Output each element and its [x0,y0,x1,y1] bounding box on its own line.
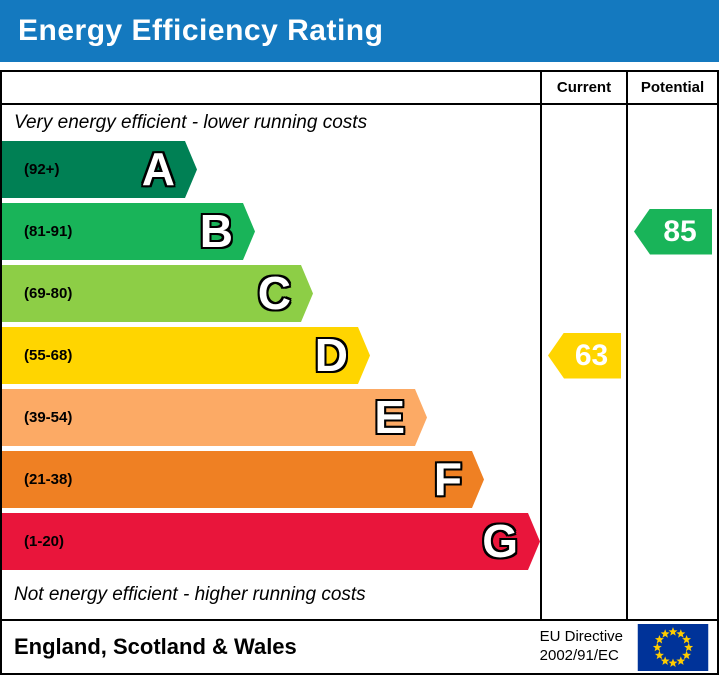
band-range-label: (21-38) [24,471,73,488]
band-letter: E [374,391,405,443]
potential-column: 85 [626,105,717,619]
band-bar-d: (55-68) D [2,327,370,384]
band-bar-a: (92+) A [2,141,197,198]
eu-flag-icon [637,623,709,671]
column-header-row: Current Potential [2,72,717,105]
band-bar-b: (81-91) B [2,203,255,260]
band-row-a: (92+) A [2,141,540,198]
top-note: Very energy efficient - lower running co… [14,112,368,133]
eu-directive-line1: EU Directive [539,628,623,646]
potential-rating-arrow: 85 [634,208,712,255]
footer: England, Scotland & Wales EU Directive 2… [2,619,717,673]
band-row-f: (21-38) F [2,451,540,508]
page-title: Energy Efficiency Rating [18,14,384,47]
band-row-b: (81-91) B [2,203,540,260]
column-header-potential: Potential [626,72,717,103]
band-row-d: (55-68) D [2,327,540,384]
band-letter: F [433,453,462,505]
band-row-c: (69-80) C [2,265,540,322]
band-range-label: (1-20) [24,533,65,550]
band-letter: D [314,329,348,381]
band-range-label: (55-68) [24,347,73,364]
bottom-note: Not energy efficient - higher running co… [14,583,366,605]
band-range-label: (39-54) [24,409,73,426]
potential-rating-value: 85 [663,214,697,248]
band-bar-e: (39-54) E [2,389,427,446]
chart-body: Very energy efficient - lower running co… [2,105,717,619]
band-letter: G [482,515,518,567]
current-rating-arrow: 63 [548,332,621,379]
column-header-spacer [2,72,540,103]
band-range-label: (69-80) [24,285,73,302]
band-bar-c: (69-80) C [2,265,313,322]
band-letter: A [141,143,175,195]
band-range-label: (92+) [24,161,60,178]
band-bar-g: (1-20) G [2,513,540,570]
region-label: England, Scotland & Wales [14,634,297,659]
band-row-e: (39-54) E [2,389,540,446]
band-bar-f: (21-38) F [2,451,484,508]
band-letter: C [257,267,291,319]
eu-directive-text: EU Directive 2002/91/EC [540,628,623,666]
eu-directive-line2: 2002/91/EC [539,647,619,664]
current-column: 63 [540,105,626,619]
bands-area: Very energy efficient - lower running co… [2,105,540,619]
bands-container: (92+) A (81-91) B (69-80) C (55-68) D (39-54) E (2… [2,141,540,570]
rating-table: Current Potential Very energy efficient … [0,70,719,675]
band-row-g: (1-20) G [2,513,540,570]
current-rating-value: 63 [574,338,609,372]
header-bar: Energy Efficiency Rating [0,0,719,62]
band-range-label: (81-91) [24,223,73,240]
column-header-current: Current [540,72,626,103]
band-letter: B [199,205,233,257]
